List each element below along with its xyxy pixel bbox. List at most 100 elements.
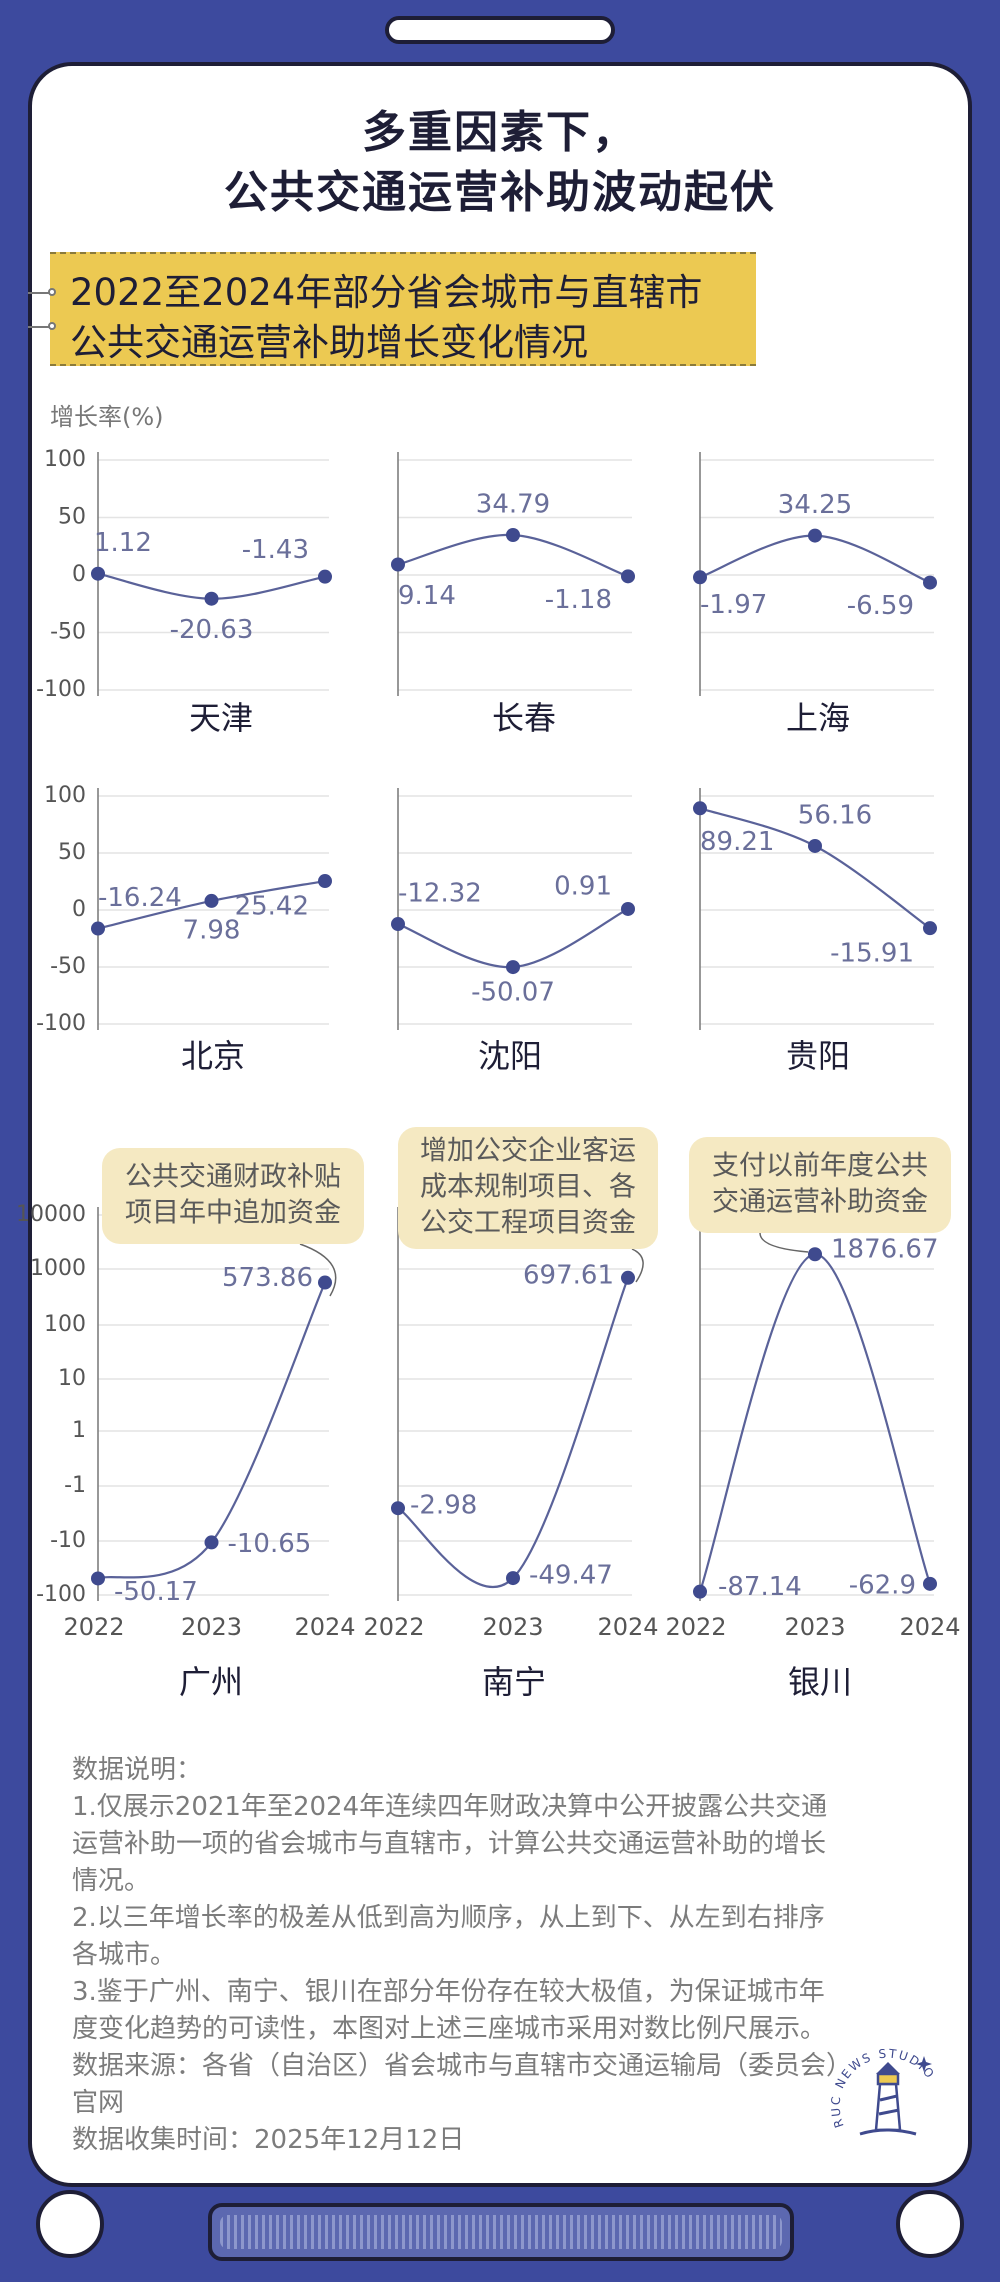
callout-text: 交通运营补助资金 — [712, 1187, 928, 1218]
data-point — [91, 921, 105, 936]
y-tick-label: 1 — [72, 1418, 86, 1443]
data-label: 1.12 — [94, 528, 152, 558]
small-multiples-chart: 增长率(%)100500-50-1001.12-20.63-1.43天津9.14… — [16, 403, 961, 1701]
data-label: -6.59 — [847, 591, 914, 621]
data-label: -62.9 — [849, 1570, 916, 1600]
panel-title: 南宁 — [482, 1663, 546, 1701]
callout-box — [689, 1137, 951, 1233]
home-bar — [208, 2203, 794, 2261]
y-tick-label: 50 — [58, 840, 86, 865]
data-label: -15.91 — [830, 939, 914, 969]
data-point — [621, 1270, 635, 1285]
data-label: -20.63 — [170, 615, 254, 645]
phone-screen — [28, 62, 972, 2187]
data-point — [91, 566, 105, 581]
data-point — [204, 893, 219, 908]
callout-text: 增加公交企业客运 — [420, 1136, 636, 1167]
notes-source: 数据来源：各省（自治区）省会城市与直辖市交通运输局（委员会）官网 — [72, 2051, 840, 2118]
callout-box — [398, 1127, 658, 1249]
x-tick-label: 2023 — [482, 1613, 543, 1641]
panel-上海 — [693, 452, 937, 696]
panel-北京 — [91, 788, 332, 1030]
x-tick-label: 2022 — [665, 1613, 726, 1641]
data-label: 56.16 — [798, 800, 872, 830]
callout-pointer — [299, 1243, 337, 1297]
data-point — [391, 917, 405, 932]
data-point — [621, 901, 635, 916]
callout-pointer — [759, 1232, 809, 1253]
data-point — [318, 1275, 332, 1290]
data-label: -1.97 — [700, 590, 767, 620]
y-tick-label: 50 — [58, 505, 86, 530]
data-label: -50.07 — [471, 978, 555, 1008]
y-tick-label: 0 — [72, 562, 86, 587]
data-label: 573.86 — [222, 1263, 313, 1293]
data-label: -1.18 — [545, 585, 612, 615]
y-tick-label: -100 — [36, 1582, 86, 1607]
data-point — [693, 570, 707, 585]
data-point — [808, 1247, 822, 1262]
data-point — [318, 874, 332, 889]
phone-notch — [385, 16, 615, 44]
data-point — [693, 1584, 707, 1599]
data-label: -2.98 — [410, 1491, 477, 1521]
panel-长春 — [391, 452, 635, 696]
x-tick-label: 2024 — [597, 1613, 658, 1641]
data-label: 1876.67 — [831, 1235, 939, 1265]
data-label: 7.98 — [183, 915, 241, 945]
pin-decoration-top — [28, 288, 56, 296]
data-label: 89.21 — [700, 827, 774, 857]
y-tick-label: -100 — [36, 1011, 86, 1036]
callout-box — [102, 1148, 364, 1244]
data-point — [506, 1571, 520, 1586]
data-label: 697.61 — [523, 1260, 614, 1290]
callout-text: 公交工程项目资金 — [420, 1208, 636, 1239]
data-label: 25.42 — [235, 892, 309, 922]
notes-heading: 数据说明： — [72, 1755, 203, 1785]
x-tick-label: 2024 — [294, 1613, 355, 1641]
data-point — [923, 921, 937, 936]
notes-item-2: 2.以三年增长率的极差从低到高为顺序，从上到下、从左到右排序各城市。 — [72, 1903, 825, 1970]
data-label: 34.79 — [476, 489, 550, 519]
data-label: 34.25 — [778, 490, 852, 520]
y-tick-label: 100 — [44, 783, 86, 808]
data-label: -1.43 — [242, 535, 309, 565]
lighthouse-icon — [859, 2056, 932, 2136]
y-tick-label: 1000 — [30, 1256, 86, 1281]
panel-天津 — [91, 452, 332, 696]
y-tick-label: 100 — [44, 447, 86, 472]
x-tick-label: 2022 — [63, 1613, 124, 1641]
data-point — [808, 838, 822, 853]
data-label: -87.14 — [718, 1572, 802, 1602]
panel-title: 广州 — [179, 1663, 243, 1701]
y-tick-label: -1 — [64, 1473, 86, 1498]
corner-button-left — [36, 2190, 104, 2258]
data-point — [391, 1501, 405, 1516]
data-point — [318, 569, 332, 584]
x-tick-label: 2023 — [784, 1613, 845, 1641]
panel-title: 贵阳 — [786, 1037, 850, 1075]
data-point — [923, 1576, 937, 1591]
data-point — [91, 1571, 105, 1586]
x-tick-label: 2022 — [363, 1613, 424, 1641]
panel-title: 天津 — [189, 699, 253, 737]
data-point — [506, 527, 520, 542]
panel-title: 长春 — [492, 699, 556, 737]
data-label: -10.65 — [228, 1529, 312, 1559]
home-bar-grill — [220, 2215, 782, 2249]
y-tick-label: -10 — [50, 1528, 86, 1553]
data-point — [506, 960, 520, 975]
data-notes: 数据说明： 1.仅展示2021年至2024年连续四年财政决算中公开披露公共交通运… — [72, 1752, 842, 2159]
subtitle-line2: 公共交通运营补助增长变化情况 — [70, 321, 588, 364]
panel-title: 上海 — [786, 699, 850, 737]
data-label: 9.14 — [398, 581, 456, 611]
callout-text: 支付以前年度公共 — [712, 1151, 928, 1182]
panel-沈阳 — [391, 788, 635, 1030]
x-tick-label: 2023 — [181, 1613, 242, 1641]
